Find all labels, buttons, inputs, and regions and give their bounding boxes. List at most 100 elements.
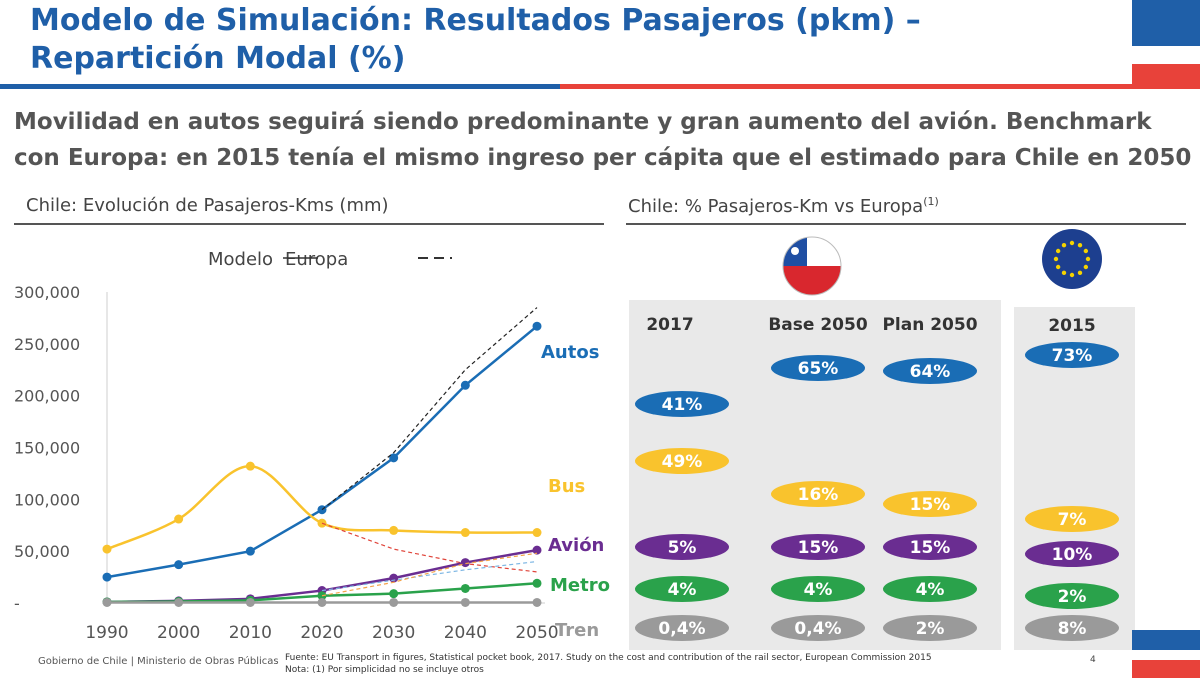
share-value-metro: 4% bbox=[804, 580, 833, 600]
share-value-bus: 16% bbox=[798, 485, 839, 505]
eu-flag-star bbox=[1055, 248, 1061, 254]
chile-flag-stripes bbox=[1132, 0, 1200, 84]
share-pill-bus bbox=[771, 481, 865, 507]
data-point-metro bbox=[389, 589, 399, 599]
y-tick-label: 100,000 bbox=[14, 490, 80, 509]
share-pill-autos bbox=[771, 355, 865, 381]
y-tick-label: 150,000 bbox=[14, 439, 80, 458]
share-pill-tren bbox=[883, 615, 977, 641]
share-pill-avion bbox=[883, 534, 977, 560]
eu-flag-star bbox=[1077, 270, 1083, 276]
eu-flag-star bbox=[1061, 270, 1067, 276]
right-section-title-text: Chile: % Pasajeros-Km vs Europa bbox=[628, 196, 924, 217]
share-pill-tren bbox=[1025, 615, 1119, 641]
share-pill-bus bbox=[1025, 506, 1119, 532]
y-tick-label: 300,000 bbox=[14, 283, 80, 302]
europa-line-bus bbox=[321, 522, 538, 573]
share-pill-avion bbox=[635, 534, 729, 560]
eu-flag-star bbox=[1069, 240, 1075, 246]
share-value-tren: 0,4% bbox=[658, 619, 705, 639]
share-pill-metro bbox=[771, 576, 865, 602]
y-tick-label: - bbox=[14, 594, 20, 613]
chile-flag-stripes-bottom bbox=[1132, 630, 1200, 678]
share-value-avion: 15% bbox=[798, 538, 839, 558]
share-pill-tren bbox=[635, 615, 729, 641]
chile-flag-outline bbox=[782, 236, 842, 296]
eu-flag-star bbox=[1083, 264, 1089, 270]
data-point-autos bbox=[532, 321, 542, 331]
x-tick-label: 2010 bbox=[229, 623, 272, 643]
data-point-tren bbox=[317, 597, 327, 607]
series-label-metro: Metro bbox=[550, 575, 610, 596]
x-tick-label: 2000 bbox=[157, 623, 200, 643]
column-header: 2017 bbox=[646, 315, 693, 335]
page-title: Modelo de Simulación: Resultados Pasajer… bbox=[30, 2, 1110, 78]
y-tick-label: 250,000 bbox=[14, 335, 80, 354]
share-value-avion: 5% bbox=[668, 538, 697, 558]
data-point-autos bbox=[102, 572, 112, 582]
data-point-avion bbox=[460, 558, 470, 568]
eu-flag-star bbox=[1053, 256, 1059, 262]
data-point-bus bbox=[532, 528, 542, 538]
data-point-bus bbox=[460, 528, 470, 538]
right-section-rule bbox=[626, 223, 1186, 225]
data-point-autos bbox=[460, 380, 470, 390]
data-point-autos bbox=[389, 453, 399, 463]
data-point-tren bbox=[532, 597, 542, 607]
eu-flag-star bbox=[1055, 264, 1061, 270]
data-point-bus bbox=[389, 525, 399, 535]
data-point-bus bbox=[102, 544, 112, 554]
right-section-title: Chile: % Pasajeros-Km vs Europa(1) bbox=[628, 195, 939, 217]
title-line-1: Modelo de Simulación: Resultados Pasajer… bbox=[30, 3, 921, 38]
header-rule-red bbox=[560, 84, 1200, 89]
share-value-autos: 41% bbox=[662, 395, 703, 415]
share-pill-avion bbox=[1025, 541, 1119, 567]
share-value-bus: 15% bbox=[910, 495, 951, 515]
share-value-metro: 4% bbox=[668, 580, 697, 600]
footer-source: Fuente: EU Transport in figures, Statist… bbox=[285, 652, 932, 676]
data-point-tren bbox=[102, 597, 112, 607]
left-section-rule bbox=[14, 223, 604, 225]
subtitle-line-2: con Europa: en 2015 tenía el mismo ingre… bbox=[14, 145, 1192, 171]
page-number: 4 bbox=[1090, 655, 1096, 665]
column-header: Base 2050 bbox=[768, 315, 867, 335]
share-pill-metro bbox=[1025, 583, 1119, 609]
series-label-tren: Tren bbox=[555, 620, 599, 641]
eu-flag-star bbox=[1077, 242, 1083, 248]
subtitle-line-1: Movilidad en autos seguirá siendo predom… bbox=[14, 109, 1152, 135]
eu-flag-star bbox=[1069, 272, 1075, 278]
share-value-autos: 65% bbox=[798, 359, 839, 379]
share-pill-bus bbox=[883, 491, 977, 517]
y-tick-label: 50,000 bbox=[14, 542, 70, 561]
data-point-tren bbox=[389, 597, 399, 607]
europa-line-autos bbox=[321, 307, 538, 511]
data-point-tren bbox=[174, 597, 184, 607]
x-tick-label: 1990 bbox=[85, 623, 128, 643]
share-pill-autos bbox=[883, 358, 977, 384]
europa-line-metro bbox=[321, 552, 538, 597]
data-point-bus bbox=[174, 514, 184, 524]
x-tick-label: 2040 bbox=[444, 623, 487, 643]
chile-flag-red bbox=[783, 266, 841, 295]
share-pill-autos bbox=[635, 391, 729, 417]
share-value-autos: 64% bbox=[910, 362, 951, 382]
footer-source-text: Fuente: EU Transport in figures, Statist… bbox=[285, 653, 932, 663]
series-label-avion: Avión bbox=[548, 535, 604, 556]
share-pill-metro bbox=[635, 576, 729, 602]
data-point-bus bbox=[245, 461, 255, 471]
legend-europa-label: Europa bbox=[285, 249, 348, 270]
x-tick-label: 2020 bbox=[300, 623, 343, 643]
data-point-metro bbox=[460, 583, 470, 593]
column-header: Plan 2050 bbox=[882, 315, 977, 335]
data-point-tren bbox=[460, 597, 470, 607]
eu-flag-star bbox=[1061, 242, 1067, 248]
share-value-avion: 15% bbox=[910, 538, 951, 558]
share-value-metro: 4% bbox=[916, 580, 945, 600]
share-pill-avion bbox=[771, 534, 865, 560]
share-pill-tren bbox=[771, 615, 865, 641]
right-section-footnote-mark: (1) bbox=[923, 195, 939, 208]
footer-note: Nota: (1) Por simplicidad no se incluye … bbox=[285, 665, 484, 675]
column-header: 2015 bbox=[1048, 316, 1095, 336]
share-pill-bus bbox=[635, 448, 729, 474]
